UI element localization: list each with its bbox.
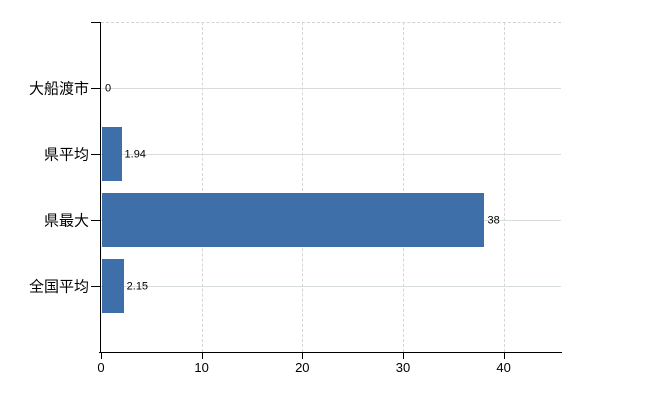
y-axis-tick	[91, 220, 100, 221]
y-gridline	[101, 154, 561, 155]
x-axis-tick	[302, 353, 304, 359]
y-axis-tick	[91, 286, 100, 287]
x-axis-line	[99, 352, 562, 353]
bar	[102, 193, 485, 247]
y-axis-line	[100, 22, 101, 353]
x-axis-tick-label: 0	[97, 360, 105, 375]
value-label: 1.94	[124, 148, 146, 161]
x-axis-tick	[402, 353, 404, 359]
y-gridline	[101, 286, 561, 287]
bar	[102, 127, 122, 181]
x-axis-tick	[101, 353, 102, 359]
category-label: 県平均	[43, 146, 89, 164]
x-gridline	[402, 22, 404, 352]
x-gridline	[503, 22, 505, 352]
bar	[102, 259, 124, 313]
category-label: 全国平均	[28, 278, 89, 296]
x-axis-tick-label: 30	[395, 360, 411, 375]
x-axis-tick-label: 10	[194, 360, 209, 375]
x-gridline	[201, 22, 203, 352]
y-axis-tick	[91, 88, 100, 89]
x-axis-tick	[201, 353, 203, 359]
x-gridline	[302, 22, 304, 352]
y-axis-tick	[91, 154, 100, 155]
x-axis-tick	[503, 353, 505, 359]
x-axis-tick-label: 40	[496, 360, 511, 375]
value-label: 2.15	[126, 280, 149, 293]
plot-top-border	[101, 22, 561, 23]
category-label: 大船渡市	[28, 80, 89, 98]
y-axis-top-tick	[91, 22, 100, 23]
category-label: 県最大	[43, 212, 89, 230]
value-label: 38	[487, 214, 500, 227]
value-label: 0	[105, 82, 112, 95]
x-axis-tick-label: 20	[295, 360, 310, 375]
y-gridline	[101, 88, 561, 89]
